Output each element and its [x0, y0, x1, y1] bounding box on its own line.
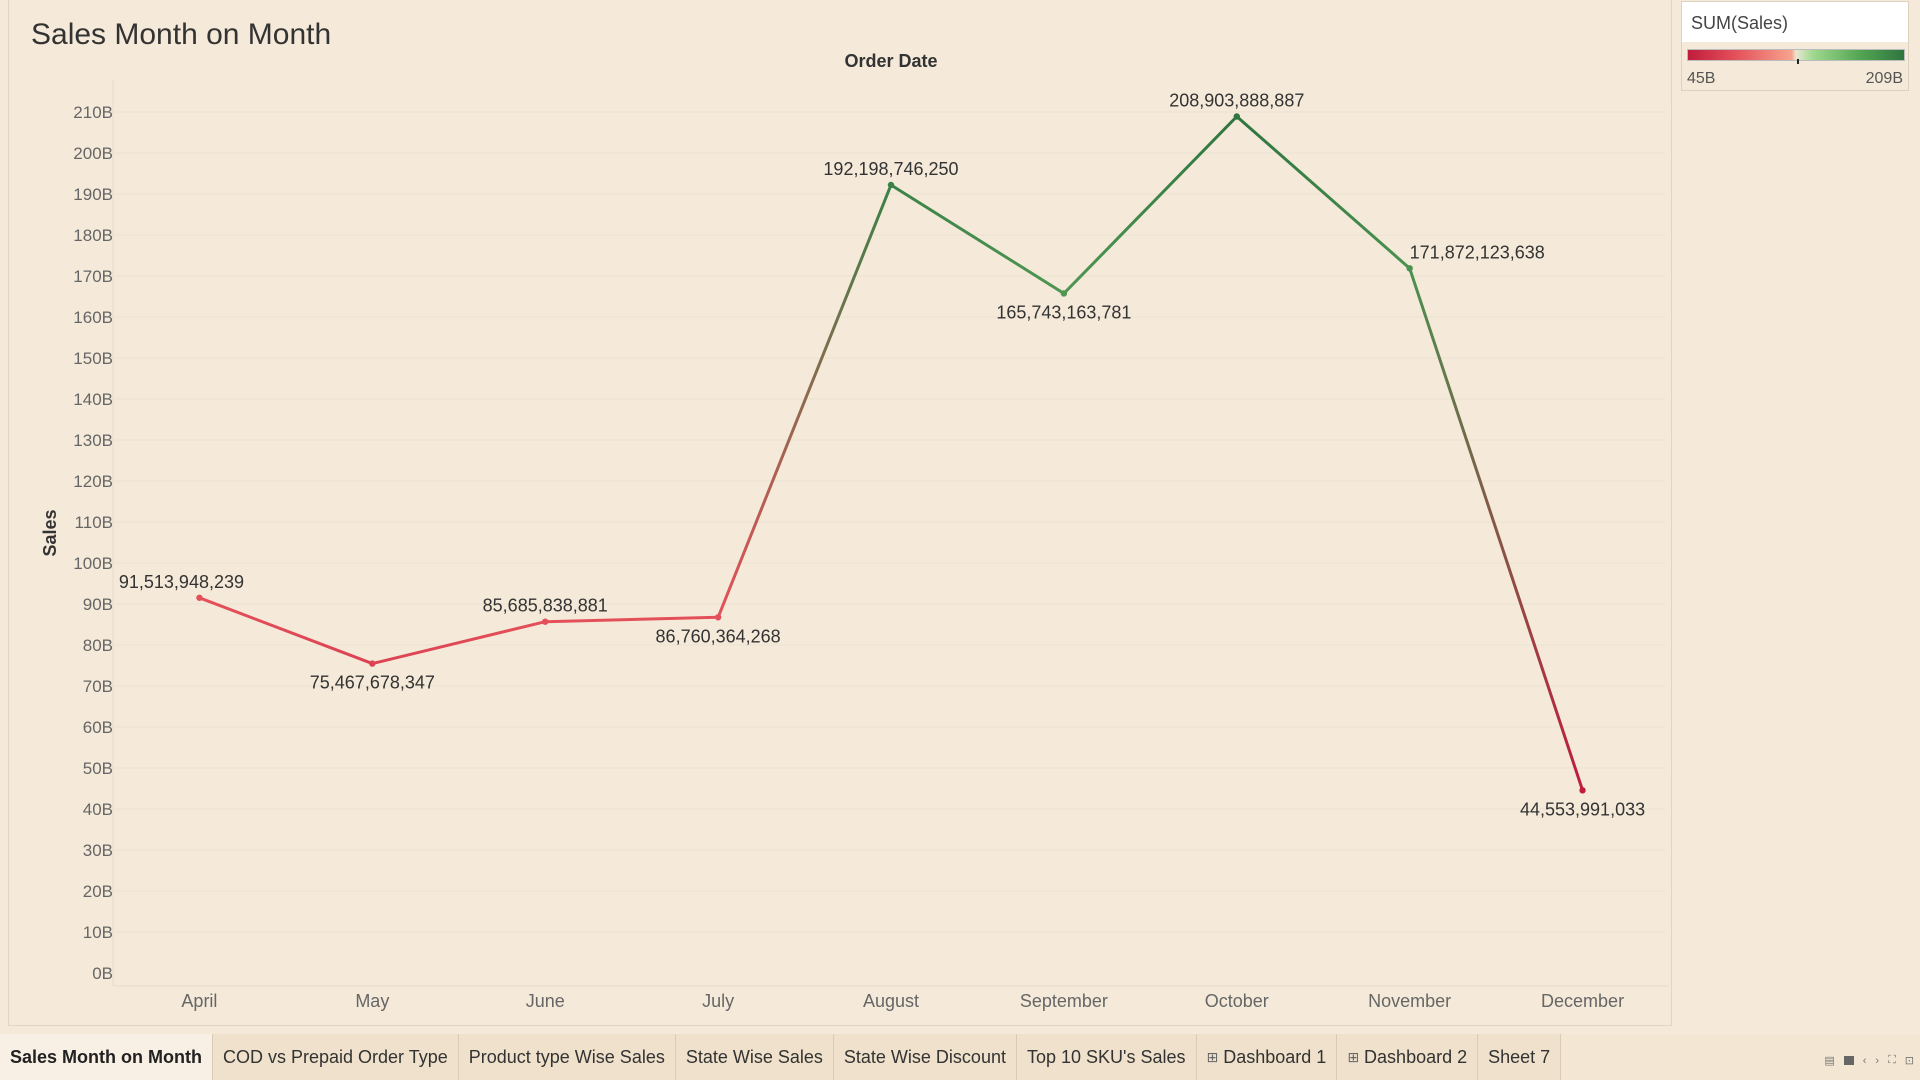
y-tick-label: 10B: [83, 923, 113, 942]
tab-product-type-wise-sales[interactable]: Product type Wise Sales: [458, 1034, 676, 1080]
series-line-segment: [197, 596, 374, 666]
data-point[interactable]: [542, 618, 549, 625]
data-label: 91,513,948,239: [119, 572, 244, 592]
data-label: 171,872,123,638: [1410, 242, 1545, 262]
data-label: 85,685,838,881: [483, 596, 608, 616]
series-line-segment: [543, 615, 720, 624]
data-label: 75,467,678,347: [310, 673, 435, 693]
tab-cod-vs-prepaid-order-type[interactable]: COD vs Prepaid Order Type: [212, 1034, 459, 1080]
x-tick-label: September: [1020, 991, 1108, 1011]
legend-color-ramp: [1687, 49, 1905, 61]
tab-state-wise-discount[interactable]: State Wise Discount: [833, 1034, 1017, 1080]
tab-label: Sales Month on Month: [10, 1046, 202, 1067]
data-point[interactable]: [196, 594, 203, 601]
data-point[interactable]: [714, 614, 722, 621]
y-tick-label: 40B: [83, 800, 113, 819]
x-tick-label: July: [702, 991, 734, 1011]
y-tick-label: 210B: [73, 103, 113, 122]
show-sheets-icon[interactable]: ▤: [1824, 1055, 1835, 1067]
tab-label: Top 10 SKU's Sales: [1026, 1046, 1186, 1067]
data-point[interactable]: [1406, 265, 1413, 272]
y-tick-label: 120B: [73, 472, 113, 491]
x-tick-label: November: [1368, 991, 1451, 1011]
y-tick-label: 130B: [73, 431, 113, 450]
tab-sheet-7[interactable]: Sheet 7: [1478, 1034, 1562, 1080]
y-tick-label: 0B: [92, 964, 113, 983]
tab-label: State Wise Discount: [843, 1046, 1006, 1067]
y-tick-label: 60B: [83, 718, 113, 737]
sheet-tab-bar: Sales Month on Month COD vs Prepaid Order…: [0, 1034, 1920, 1080]
series-line-segment: [1235, 114, 1412, 270]
data-point[interactable]: [1233, 113, 1240, 120]
y-tick-label: 30B: [83, 841, 113, 860]
tab-label: Sheet 7: [1488, 1046, 1551, 1067]
data-point[interactable]: [1060, 290, 1068, 297]
y-tick-label: 100B: [73, 554, 113, 573]
tab-label: Dashboard 2: [1364, 1046, 1468, 1067]
viz-area: Sales Month on Month Order Date Sales 0B 10…: [8, 0, 1672, 1026]
x-tick-label: April: [181, 991, 217, 1011]
y-tick-label: 140B: [73, 390, 113, 409]
y-tick-label: 150B: [73, 349, 113, 368]
fullscreen-icon[interactable]: ⛶: [1888, 1054, 1896, 1066]
line-chart[interactable]: Order Date Sales 0B 10B 20B 30B 40B 50B 60B 70B 80…: [9, 0, 1673, 1026]
y-tick-label: 160B: [73, 308, 113, 327]
x-tick-label: May: [355, 991, 389, 1011]
tab-state-wise-sales[interactable]: State Wise Sales: [675, 1034, 834, 1080]
data-point[interactable]: [887, 181, 895, 189]
color-legend[interactable]: SUM(Sales) 45B 209B: [1681, 1, 1909, 91]
y-tick-label: 170B: [73, 267, 113, 286]
dashboard-icon: ⊞: [1347, 1048, 1360, 1065]
x-tick-label: August: [863, 991, 919, 1011]
y-tick-label: 110B: [75, 513, 113, 532]
page-title: Sales Month on Month: [31, 18, 332, 51]
data-label: 44,553,991,033: [1520, 799, 1645, 819]
data-label: 208,903,888,887: [1169, 90, 1304, 110]
legend-max-label: 209B: [1865, 70, 1903, 87]
y-tick-label: 190B: [73, 185, 113, 204]
y-tick-label: 90B: [83, 595, 113, 614]
top-axis-label: Order Date: [844, 51, 937, 71]
tab-sales-month-on-month[interactable]: Sales Month on Month: [0, 1034, 213, 1080]
prev-sheet-icon[interactable]: ‹: [1862, 1054, 1867, 1067]
tab-dashboard-2[interactable]: ⊞ Dashboard 2: [1337, 1034, 1479, 1080]
presentation-icon[interactable]: ⊡: [1904, 1055, 1914, 1067]
tab-label: State Wise Sales: [685, 1046, 823, 1067]
tab-controls: ▤ ‹ › ⛶ ⊡: [1824, 1054, 1914, 1067]
tab-label: Dashboard 1: [1223, 1046, 1327, 1067]
x-tick-label: December: [1541, 991, 1624, 1011]
y-tick-label: 200B: [73, 144, 113, 163]
data-point[interactable]: [369, 660, 376, 667]
series-line-segment: [370, 620, 547, 666]
filmstrip-icon[interactable]: [1843, 1056, 1854, 1065]
legend-min-label: 45B: [1687, 70, 1716, 87]
series-line-segment: [716, 183, 893, 619]
data-label: 165,743,163,781: [996, 302, 1131, 322]
y-tick-label: 180B: [73, 226, 113, 245]
y-tick-label: 20B: [83, 882, 113, 901]
y-axis-label: Sales: [40, 509, 60, 556]
tab-label: Product type Wise Sales: [468, 1046, 665, 1067]
y-tick-label: 70B: [83, 677, 113, 696]
next-sheet-icon[interactable]: ›: [1875, 1054, 1880, 1067]
series-line-segment: [1062, 114, 1239, 295]
y-tick-label: 50B: [83, 759, 113, 778]
tab-dashboard-1[interactable]: ⊞ Dashboard 1: [1196, 1034, 1338, 1080]
series-line-segment: [889, 183, 1066, 295]
tab-top-10-sku-s-sales[interactable]: Top 10 SKU's Sales: [1016, 1034, 1197, 1080]
series-line-segment: [1408, 266, 1585, 792]
data-label: 86,760,364,268: [656, 626, 781, 646]
data-label: 192,198,746,250: [823, 159, 958, 179]
x-tick-label: June: [526, 991, 565, 1011]
legend-title: SUM(Sales): [1682, 2, 1908, 42]
y-tick-label: 80B: [83, 636, 113, 655]
tab-label: COD vs Prepaid Order Type: [222, 1046, 448, 1067]
dashboard-icon: ⊞: [1206, 1048, 1219, 1065]
legend-marker: [1797, 59, 1799, 64]
data-point[interactable]: [1579, 787, 1586, 794]
x-tick-label: October: [1205, 991, 1269, 1011]
